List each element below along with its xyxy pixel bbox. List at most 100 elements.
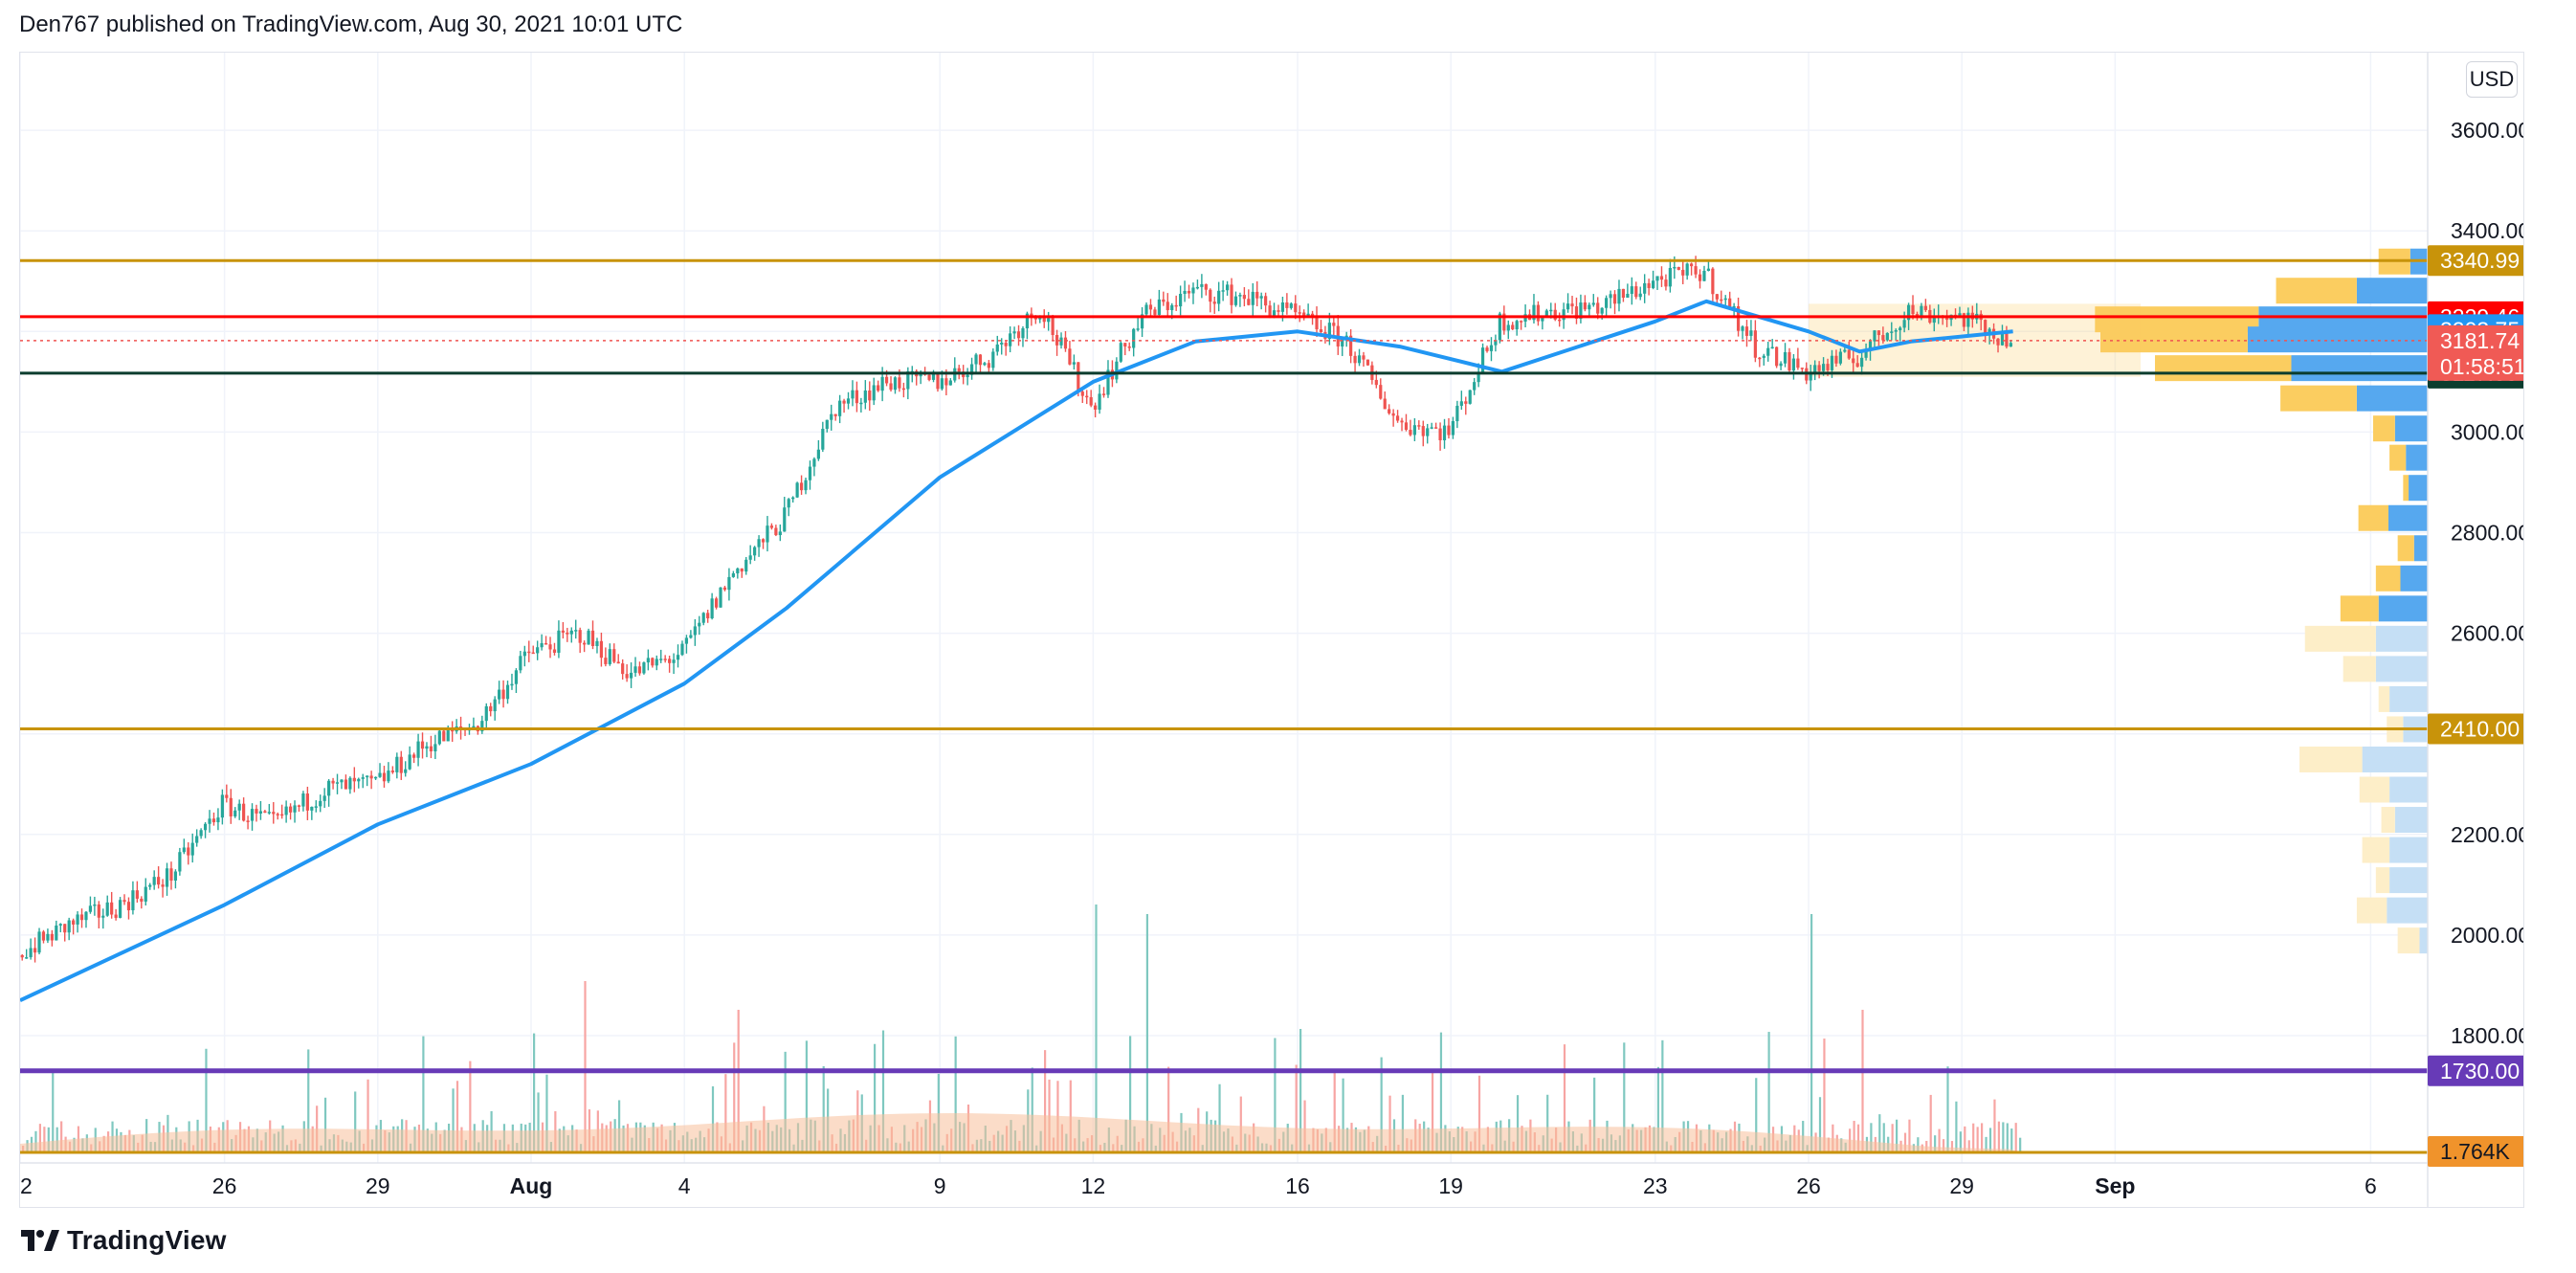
volume-bar: [1546, 1094, 1549, 1153]
candle-body: [1072, 362, 1076, 365]
volume-bar: [584, 981, 587, 1153]
candle-body: [1664, 279, 1668, 287]
candle-body: [361, 777, 365, 779]
candle-body: [983, 363, 987, 366]
candle-body: [1741, 326, 1744, 331]
candle-body: [527, 651, 531, 654]
price-tick-label: 2800.00: [2451, 521, 2523, 546]
volume-profile-bar-down: [2356, 385, 2428, 412]
candle-body: [1681, 269, 1685, 276]
candle-body: [1349, 335, 1353, 356]
volume-bar: [733, 1042, 736, 1153]
volume-bar: [1755, 1078, 1758, 1153]
candle-body: [1847, 349, 1851, 359]
price-tag: 3340.99: [2428, 245, 2523, 277]
candle-body: [1119, 343, 1122, 362]
volume-profile-bar-up: [2100, 326, 2248, 353]
candle-body: [1744, 326, 1749, 336]
candle-body: [1247, 299, 1251, 305]
tradingview-branding[interactable]: TradingView: [19, 1221, 227, 1260]
candle-body: [493, 699, 497, 712]
volume-profile-bar-down: [2291, 355, 2428, 382]
candle-body: [1285, 302, 1289, 308]
volume-bar: [354, 1091, 357, 1153]
chart-area[interactable]: 1800.002000.002200.002400.002600.002800.…: [19, 52, 2524, 1208]
candle-body: [1395, 415, 1400, 421]
volume-profile-bar-up: [2378, 685, 2390, 712]
volume-bar: [455, 1081, 459, 1153]
candle-body: [246, 820, 250, 822]
volume-profile-bar-up: [2356, 897, 2387, 924]
candle-body: [1899, 327, 1902, 331]
candle-body: [140, 898, 144, 902]
volume-bar: [1964, 1126, 1966, 1153]
candle-body: [378, 772, 382, 777]
candle-body: [1605, 298, 1609, 308]
candle-body: [484, 705, 488, 722]
price-tag: 1730.00: [2428, 1055, 2523, 1086]
candle-body: [1200, 283, 1204, 287]
volume-bar: [1031, 1067, 1033, 1153]
candle-body: [1123, 343, 1127, 347]
candle-body: [50, 933, 54, 941]
candle-body: [1489, 345, 1494, 351]
volume-bar: [737, 1010, 740, 1153]
volume-bar: [1129, 1036, 1132, 1153]
candle-body: [1984, 320, 1988, 334]
volume-bar: [1823, 1038, 1826, 1153]
currency-selector[interactable]: USD: [2466, 61, 2518, 98]
candle-body: [390, 770, 394, 772]
candle-body: [173, 871, 178, 882]
volume-profile-bar-up: [2155, 355, 2292, 382]
volume-bar: [1917, 1137, 1920, 1153]
volume-bar: [1946, 1066, 1949, 1153]
candle-body: [1549, 309, 1553, 312]
candle-body: [689, 635, 693, 638]
candle-body: [1430, 427, 1433, 429]
candle-body: [893, 377, 898, 391]
candle-body: [1890, 331, 1894, 333]
volume-profile-bar-down: [2413, 535, 2428, 562]
volume-bar: [1661, 1039, 1664, 1153]
candle-body: [787, 499, 790, 508]
candle-body: [608, 649, 611, 664]
candle-body: [1162, 299, 1166, 302]
volume-bar: [1938, 1128, 1941, 1153]
volume-bar: [1145, 914, 1148, 1153]
price-chart[interactable]: 1800.002000.002200.002400.002600.002800.…: [20, 53, 2523, 1207]
candle-body: [948, 380, 952, 386]
candle-body: [1494, 340, 1498, 346]
candle-body: [178, 852, 182, 872]
volume-bar: [1853, 1121, 1855, 1153]
candle-body: [1255, 291, 1259, 299]
volume-profile-bar-down: [2356, 278, 2428, 304]
volume-profile-bar-down: [2419, 927, 2428, 954]
volume-bar: [1477, 1075, 1481, 1153]
candle-body: [1098, 393, 1101, 410]
volume-profile-bar-down: [2375, 656, 2428, 682]
price-tick-label: 1800.00: [2451, 1023, 2523, 1048]
candle-body: [1315, 315, 1319, 330]
candle-body: [203, 823, 208, 831]
candle-body: [135, 890, 139, 899]
candle-body: [1434, 427, 1438, 429]
candle-body: [1698, 274, 1702, 281]
volume-bar: [1934, 1135, 1937, 1153]
candle-body: [1341, 337, 1344, 347]
candle-body: [1242, 295, 1246, 300]
candle-body: [557, 630, 561, 653]
volume-profile-bar-up: [2381, 807, 2395, 834]
candle-body: [974, 354, 978, 365]
candle-body: [216, 817, 220, 823]
candle-body: [825, 419, 829, 429]
candle-body: [369, 775, 373, 779]
candle-body: [382, 772, 387, 782]
candle-body: [1136, 328, 1140, 330]
candle-body: [719, 587, 722, 608]
candle-body: [280, 814, 284, 816]
candle-body: [1379, 385, 1383, 399]
candle-body: [37, 931, 41, 953]
candle-body: [169, 868, 173, 882]
candle-body: [118, 900, 122, 918]
